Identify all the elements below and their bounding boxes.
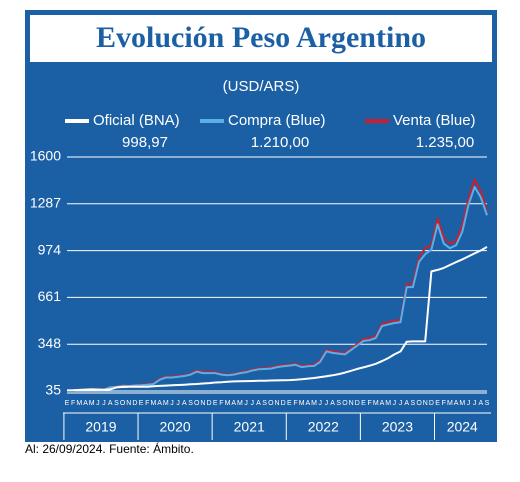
x-tick-label: J [251, 400, 255, 407]
x-tick-label: M [89, 400, 95, 407]
x-tick-label: S [188, 400, 193, 407]
x-tick-label: F [71, 400, 75, 407]
x-tick-label: D [207, 400, 212, 407]
x-tick-label: A [231, 400, 236, 407]
x-tick-label: D [355, 400, 360, 407]
x-tick-label: J [399, 400, 403, 407]
x-tick-label: A [256, 400, 261, 407]
year-label: 2024 [447, 419, 478, 435]
x-tick-label: S [114, 400, 119, 407]
legend-value: 1.210,00 [251, 134, 309, 151]
x-tick-label: S [411, 400, 416, 407]
title-band [30, 15, 492, 62]
x-tick-label: F [145, 400, 149, 407]
x-tick-label: A [182, 400, 187, 407]
x-tick-label: S [262, 400, 267, 407]
x-tick-label: E [287, 400, 292, 407]
chart-subtitle: (USD/ARS) [223, 78, 300, 95]
x-tick-label: M [385, 400, 391, 407]
x-tick-label: E [213, 400, 218, 407]
x-tick-label: M [447, 400, 453, 407]
x-tick-label: J [325, 400, 329, 407]
x-tick-label: N [274, 400, 279, 407]
year-label: 2023 [382, 419, 413, 435]
x-tick-label: J [473, 400, 477, 407]
x-tick-label: N [423, 400, 428, 407]
footnote: Al: 26/09/2024. Fuente: Ámbito. [25, 441, 194, 456]
y-tick-label: 35 [45, 382, 61, 398]
x-tick-label: J [176, 400, 180, 407]
legend-value: 998,97 [122, 134, 168, 151]
x-tick-label: M [76, 400, 82, 407]
x-tick-label: E [435, 400, 440, 407]
y-tick-label: 1600 [30, 148, 61, 164]
line [66, 246, 488, 392]
x-tick-label: A [454, 400, 459, 407]
chart-title: Evolución Peso Argentino [96, 21, 426, 54]
x-tick-label: J [102, 400, 106, 407]
x-tick-label: J [393, 400, 397, 407]
y-tick-label: 661 [38, 288, 62, 304]
x-tick-label: J [318, 400, 322, 407]
x-tick-label: O [194, 400, 200, 407]
x-tick-label: E [65, 400, 70, 407]
x-tick-label: F [293, 400, 297, 407]
x-tick-label: N [200, 400, 205, 407]
x-tick-label: M [163, 400, 169, 407]
x-tick-label: M [311, 400, 317, 407]
x-tick-label: O [342, 400, 348, 407]
x-tick-label: N [349, 400, 354, 407]
x-tick-label: A [108, 400, 113, 407]
x-tick-label: M [237, 400, 243, 407]
x-tick-label: O [120, 400, 126, 407]
legend-value: 1.235,00 [416, 134, 474, 151]
x-tick-label: D [132, 400, 137, 407]
x-tick-label: J [244, 400, 248, 407]
x-tick-label: M [459, 400, 465, 407]
x-tick-label: D [429, 400, 434, 407]
x-tick-label: J [467, 400, 471, 407]
y-tick-label: 348 [38, 335, 62, 351]
x-tick-label: F [442, 400, 446, 407]
x-tick-label: A [330, 400, 335, 407]
panel [25, 10, 497, 442]
x-tick-label: A [404, 400, 409, 407]
x-tick-label: A [157, 400, 162, 407]
y-tick-label: 974 [38, 241, 62, 257]
x-tick-label: J [170, 400, 174, 407]
x-tick-label: E [139, 400, 144, 407]
legend-label: Venta (Blue) [393, 112, 476, 129]
line [66, 185, 488, 392]
year-label: 2022 [308, 419, 339, 435]
x-tick-label: E [361, 400, 366, 407]
x-tick-label: A [83, 400, 88, 407]
x-tick-label: J [96, 400, 100, 407]
x-tick-label: A [380, 400, 385, 407]
y-tick-label: 1287 [30, 195, 61, 211]
legend-label: Oficial (BNA) [93, 112, 180, 129]
year-label: 2019 [85, 419, 116, 435]
x-tick-label: M [151, 400, 157, 407]
year-label: 2021 [234, 419, 265, 435]
legend-label: Compra (Blue) [228, 112, 326, 129]
x-tick-label: M [373, 400, 379, 407]
x-tick-label: O [416, 400, 422, 407]
x-tick-label: A [478, 400, 483, 407]
x-tick-label: O [268, 400, 274, 407]
x-tick-label: N [126, 400, 131, 407]
x-tick-label: A [306, 400, 311, 407]
x-tick-label: F [219, 400, 223, 407]
x-tick-label: M [225, 400, 231, 407]
x-tick-label: D [281, 400, 286, 407]
x-tick-label: S [336, 400, 341, 407]
year-label: 2020 [160, 419, 191, 435]
x-tick-label: S [485, 400, 490, 407]
x-tick-label: M [299, 400, 305, 407]
x-tick-label: F [368, 400, 372, 407]
